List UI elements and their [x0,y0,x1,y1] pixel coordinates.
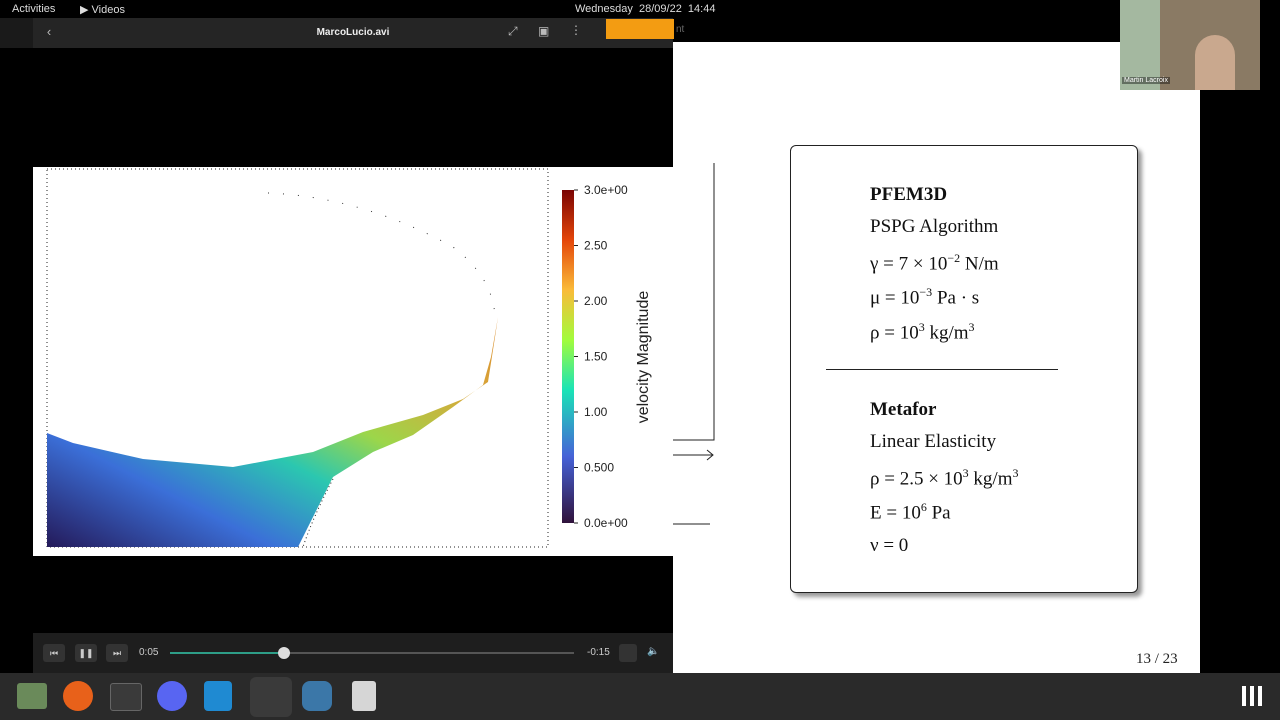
text: PSPG Algorithm [870,216,999,237]
clock[interactable]: Wednesday 28/09/22 14:44 [575,3,716,15]
subtitles-button[interactable]: ▣ [538,24,550,38]
top-bar: Activities ▶ Videos Wednesday 28/09/22 1… [0,0,1280,18]
text: Pa [926,502,951,524]
app-menu[interactable]: ▶ Videos [80,4,125,16]
app-name[interactable]: Videos [91,4,125,16]
fluid [47,317,498,547]
fullscreen-button[interactable]: ⤢ [508,24,518,38]
app-grid[interactable] [1242,686,1262,706]
superscript: 3 [968,319,975,334]
activities[interactable]: Activities [12,3,56,15]
parameter-line: E = 106 Pa [870,500,951,524]
text: N/m [960,252,999,274]
back-button[interactable]: ‹ [46,24,52,39]
parameter-line: γ = 7 × 10−2 N/m [870,251,999,275]
parameter-line: ν = 0 [870,535,908,557]
python-icon[interactable] [302,681,332,711]
pause-button[interactable]: ❚❚ [75,644,97,662]
superscript: 3 [918,319,925,334]
colorbar [562,190,574,523]
video-frame: 3.0e+00 2.50 2.00 1.50 1.00 0.500 0.0e+00 velo… [33,167,673,556]
repeat-button[interactable] [619,644,637,662]
section-title: Metafor [870,399,937,420]
parameter-line: μ = 10−3 Pa · s [870,285,979,309]
text: ν = 0 [870,534,909,556]
superscript: 6 [920,500,927,514]
elapsed-time: 0:05 [139,647,159,658]
colorbar-tick-label: 2.50 [584,239,608,253]
dock [0,673,1280,720]
vscode-icon[interactable] [204,681,232,711]
background-window-title: nt [676,24,685,35]
colorbar-tick-label: 1.50 [584,350,608,364]
video-header: ‹ ⤢ ▣ ⋮ nt [0,18,684,48]
previous-button[interactable]: ⏮ [43,644,65,662]
separator [826,369,1058,370]
solid-wall [302,478,334,548]
text: Pa · s [932,287,980,309]
panel [0,18,33,48]
participant-name: Martin Lacroix [1122,77,1170,84]
connector [673,163,715,441]
colorbar-tick-label: 0.500 [584,461,614,475]
superscript: 3 [962,465,969,480]
superscript: −2 [947,250,961,265]
trash-icon[interactable] [352,681,376,711]
colorbar-tick-label: 0.0e+00 [584,516,628,530]
seek-track[interactable] [170,652,574,654]
remaining-time: -0:15 [587,647,610,658]
webcam: Martin Lacroix [1120,0,1260,90]
slide-diagram [673,163,715,525]
droplets [267,192,496,318]
parameter-box: PFEM3D PSPG Algorithm γ = 7 × 10−2 N/m μ = … [790,145,1138,593]
text: E = 10 [870,502,921,524]
text: γ = 7 × 10 [870,252,948,274]
colorbar-ticks: 3.0e+00 2.50 2.00 1.50 1.00 0.500 0.0e+00 [574,183,628,530]
parameter-line: ρ = 2.5 × 103 kg/m3 [870,466,1018,490]
terminal-icon[interactable] [110,683,142,711]
colorbar-tick-label: 3.0e+00 [584,183,628,197]
share-toolbar[interactable] [606,19,674,39]
text: kg/m [924,321,969,343]
discord-icon[interactable] [157,681,187,711]
text: ρ = 10 [870,321,919,343]
superscript: −3 [919,285,933,299]
simulation: 3.0e+00 2.50 2.00 1.50 1.00 0.500 0.0e+00 velo… [46,168,652,548]
window [1120,0,1160,90]
parameter-line: Linear Elasticity [870,431,996,453]
superscript: 3 [1012,465,1019,480]
files-icon[interactable] [17,683,47,709]
volume-button[interactable]: 🔈 [647,646,660,657]
text: ρ = 2.5 × 10 [870,467,963,489]
video-title: MarcoLucio.avi [316,27,390,38]
section-title: PFEM3D [870,184,948,205]
playback-controls: ⏮ ❚❚ ⏭ 0:05 -0:15 🔈 [33,633,673,673]
colorbar-tick-label: 2.00 [584,294,608,308]
domain-border [46,168,549,548]
text: μ = 10 [870,287,920,309]
arrow [673,449,714,461]
firefox-icon[interactable] [63,681,93,711]
seek-progress [170,652,284,654]
text: kg/m [968,467,1013,489]
parameter-line: PSPG Algorithm [870,216,998,238]
seek-handle[interactable] [278,647,290,659]
person [1195,35,1235,90]
parameter-line: ρ = 103 kg/m3 [870,320,975,344]
page-number: 13 / 23 [1136,651,1178,667]
next-button[interactable]: ⏭ [106,644,128,662]
colorbar-tick-label: 1.00 [584,405,608,419]
text: Linear Elasticity [870,431,997,452]
menu-button[interactable]: ⋮ [570,23,582,37]
videos-icon[interactable] [250,677,292,717]
colorbar-label: velocity Magnitude [635,291,652,424]
